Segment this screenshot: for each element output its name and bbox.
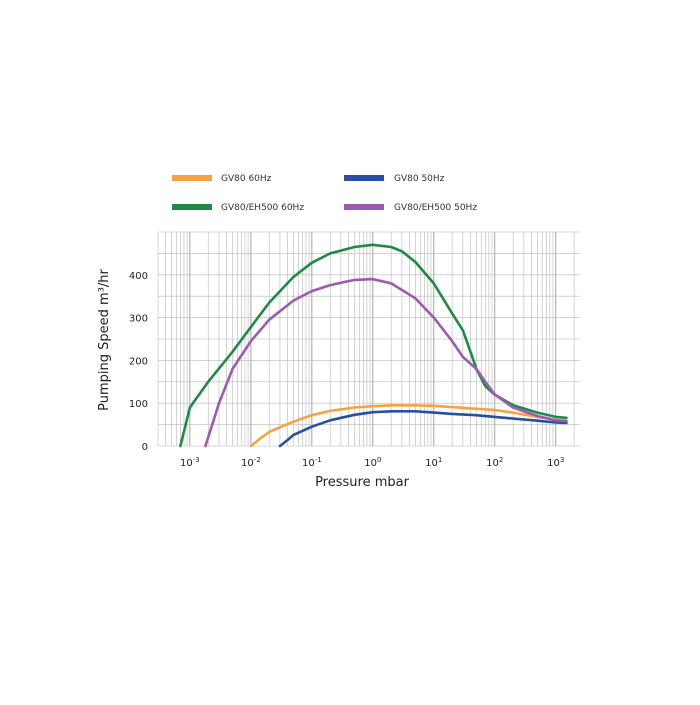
series-layer bbox=[179, 243, 568, 448]
grid-layer bbox=[157, 231, 580, 447]
legend-swatch bbox=[172, 175, 212, 181]
legend-item: GV80 60Hz bbox=[172, 174, 272, 184]
x-tick-label: 10-2 bbox=[241, 456, 261, 469]
legend-item: GV80 50Hz bbox=[344, 174, 445, 184]
series-line-1 bbox=[249, 404, 568, 448]
legend-label: GV80/EH500 50Hz bbox=[394, 203, 477, 213]
legend-swatch bbox=[344, 175, 384, 181]
x-tick-label: 10-1 bbox=[302, 456, 322, 469]
y-axis-label: Pumping Speed m³/hr bbox=[97, 268, 112, 410]
y-tick-label: 300 bbox=[129, 314, 148, 325]
x-tick-label: 100 bbox=[364, 456, 381, 469]
y-tick-label: 400 bbox=[129, 271, 148, 282]
legend-label: GV80 60Hz bbox=[221, 174, 272, 184]
legend-label: GV80/EH500 60Hz bbox=[221, 203, 304, 213]
legend-item: GV80/EH500 60Hz bbox=[172, 203, 304, 213]
legend: GV80 60Hz GV80 50Hz GV80/EH500 60Hz GV80/EH… bbox=[172, 174, 477, 213]
legend-swatch bbox=[172, 204, 212, 210]
x-tick-label: 101 bbox=[425, 456, 442, 469]
axis-layer: 10-3 10-2 10-1 100 101 102 103 0 100 200 300 400 bbox=[129, 271, 564, 469]
series-line-4 bbox=[204, 277, 568, 448]
legend-swatch bbox=[344, 204, 384, 210]
x-tick-label: 102 bbox=[486, 456, 503, 469]
y-tick-label: 0 bbox=[142, 442, 148, 453]
x-tick-label: 103 bbox=[547, 456, 564, 469]
y-tick-label: 200 bbox=[129, 356, 148, 367]
x-axis-label: Pressure mbar bbox=[315, 475, 410, 490]
legend-item: GV80/EH500 50Hz bbox=[344, 203, 477, 213]
x-tick-label: 10-3 bbox=[180, 456, 200, 469]
legend-label: GV80 50Hz bbox=[394, 174, 445, 184]
series-line-2 bbox=[278, 410, 568, 448]
y-tick-label: 100 bbox=[129, 399, 148, 410]
